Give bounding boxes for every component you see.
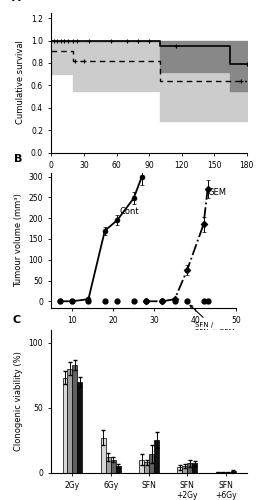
Bar	[187, 464, 192, 472]
Bar	[182, 466, 187, 472]
Bar	[144, 462, 149, 472]
Bar	[231, 470, 236, 472]
X-axis label: Time (days): Time (days)	[119, 330, 169, 340]
Text: C: C	[12, 315, 21, 325]
Bar	[77, 382, 82, 472]
Y-axis label: Clonogenic viability (%): Clonogenic viability (%)	[14, 352, 23, 451]
Text: A: A	[12, 0, 21, 4]
Bar	[106, 457, 111, 472]
Y-axis label: Cumulative survival: Cumulative survival	[16, 40, 25, 124]
Bar	[192, 464, 197, 472]
Text: GEM: GEM	[208, 188, 227, 198]
Bar	[111, 460, 116, 472]
Bar	[62, 378, 68, 472]
Y-axis label: Tumour volume (mm³): Tumour volume (mm³)	[14, 193, 23, 287]
Bar	[101, 438, 106, 472]
Text: Cont: Cont	[119, 207, 139, 216]
X-axis label: Time (days): Time (days)	[124, 176, 174, 184]
Bar	[68, 369, 72, 472]
Text: SFN /
SFN + GEM: SFN / SFN + GEM	[190, 305, 235, 335]
Bar	[149, 454, 154, 472]
Bar	[116, 466, 121, 472]
Bar	[139, 460, 144, 472]
Bar	[154, 440, 159, 472]
Bar	[72, 365, 77, 472]
Bar	[177, 468, 182, 472]
Text: B: B	[14, 154, 23, 164]
